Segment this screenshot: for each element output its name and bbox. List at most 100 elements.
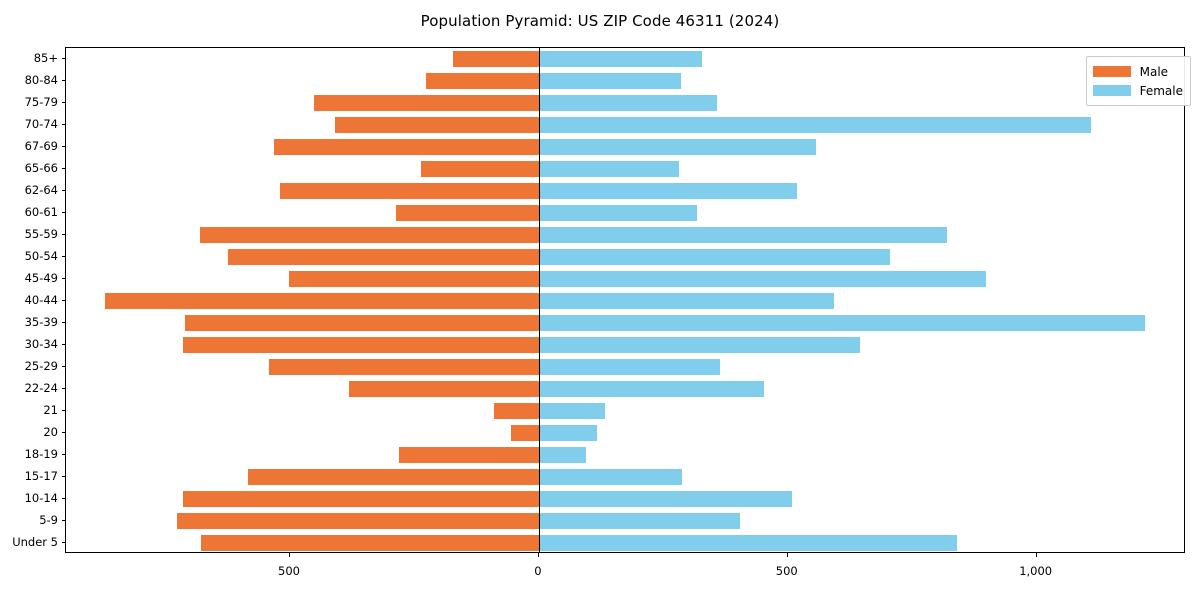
y-tick-label: 65-66 — [24, 161, 58, 175]
y-tick-label: 15-17 — [24, 469, 58, 483]
bar-male-80-84 — [425, 73, 539, 89]
y-tick-label: 80-84 — [24, 73, 58, 87]
y-tick-label: 22-24 — [24, 381, 58, 395]
x-axis-tick-labels: 500 0 500 1,000 — [0, 553, 1200, 593]
zero-axis-line — [538, 48, 540, 552]
bar-female-50-54 — [538, 249, 891, 265]
bar-female-85- — [538, 51, 703, 67]
bar-female-under-5 — [538, 535, 957, 551]
bar-male-30-34 — [182, 337, 539, 353]
bar-female-35-39 — [538, 315, 1145, 331]
y-tick-mark — [62, 124, 66, 125]
y-tick-label: 62-64 — [24, 183, 58, 197]
y-tick-mark — [62, 476, 66, 477]
bar-male-18-19 — [399, 447, 539, 463]
y-tick-mark — [62, 146, 66, 147]
legend-item-female: Female — [1092, 81, 1183, 100]
bar-male-50-54 — [227, 249, 539, 265]
bar-female-80-84 — [538, 73, 681, 89]
y-tick-mark — [62, 542, 66, 543]
bar-male-under-5 — [201, 535, 539, 551]
y-tick-label: 40-44 — [24, 293, 58, 307]
y-tick-mark — [62, 498, 66, 499]
y-tick-mark — [62, 168, 66, 169]
y-tick-label: 10-14 — [24, 491, 58, 505]
bar-male-25-29 — [268, 359, 539, 375]
bar-female-55-59 — [538, 227, 948, 243]
y-tick-mark — [62, 344, 66, 345]
y-tick-label: 55-59 — [24, 227, 58, 241]
bar-female-10-14 — [538, 491, 792, 507]
y-tick-label: 35-39 — [24, 315, 58, 329]
bar-male-60-61 — [396, 205, 539, 221]
y-tick-mark — [62, 278, 66, 279]
x-tick-label: 500 — [775, 564, 798, 578]
y-tick-mark — [62, 454, 66, 455]
y-axis-tick-labels: 85+ 80-84 75-79 70-74 67-69 65-66 62-64 60-61 55… — [0, 47, 58, 553]
y-tick-label: 25-29 — [24, 359, 58, 373]
y-tick-mark — [62, 58, 66, 59]
bar-female-30-34 — [538, 337, 860, 353]
bar-male-21 — [494, 403, 539, 419]
bar-female-25-29 — [538, 359, 721, 375]
y-tick-mark — [62, 190, 66, 191]
bar-female-20 — [538, 425, 598, 441]
y-tick-mark — [62, 432, 66, 433]
x-tick-mark — [289, 553, 290, 557]
bar-female-15-17 — [538, 469, 682, 485]
x-tick-mark — [537, 553, 539, 557]
bar-male-45-49 — [289, 271, 539, 287]
y-tick-label: 5-9 — [39, 513, 58, 527]
bar-male-35-39 — [184, 315, 539, 331]
x-tick-label: 1,000 — [1019, 564, 1053, 578]
legend-label-female: Female — [1139, 83, 1183, 98]
bar-female-65-66 — [538, 161, 679, 177]
bar-female-21 — [538, 403, 606, 419]
bar-male-20 — [510, 425, 539, 441]
bar-female-40-44 — [538, 293, 835, 309]
y-tick-mark — [62, 322, 66, 323]
bar-female-62-64 — [538, 183, 797, 199]
bar-male-15-17 — [248, 469, 539, 485]
bar-male-22-24 — [348, 381, 539, 397]
bar-female-75-79 — [538, 95, 717, 111]
y-tick-label: 75-79 — [24, 95, 58, 109]
y-tick-mark — [62, 256, 66, 257]
y-tick-mark — [62, 234, 66, 235]
y-tick-mark — [62, 80, 66, 81]
bar-female-5-9 — [538, 513, 741, 529]
y-tick-label: 67-69 — [24, 139, 58, 153]
x-tick-mark — [1035, 553, 1037, 557]
y-tick-mark — [62, 300, 66, 301]
y-tick-label: 21 — [43, 403, 58, 417]
bar-male-5-9 — [177, 513, 539, 529]
bar-female-70-74 — [538, 117, 1091, 133]
legend-label-male: Male — [1139, 64, 1169, 79]
y-tick-mark — [62, 366, 66, 367]
bar-male-75-79 — [313, 95, 539, 111]
y-tick-label: 60-61 — [24, 205, 58, 219]
plot-area — [65, 47, 1185, 553]
y-tick-mark — [62, 102, 66, 103]
bar-female-67-69 — [538, 139, 817, 155]
legend-swatch-female — [1092, 85, 1131, 96]
y-tick-label: Under 5 — [12, 535, 58, 549]
bar-male-10-14 — [182, 491, 539, 507]
legend-swatch-male — [1092, 66, 1131, 77]
x-tick-label: 0 — [534, 564, 542, 578]
y-tick-mark — [62, 410, 66, 411]
y-tick-mark — [62, 520, 66, 521]
bar-male-65-66 — [421, 161, 539, 177]
y-tick-label: 85+ — [33, 51, 58, 65]
y-tick-label: 18-19 — [24, 447, 58, 461]
chart-legend: Male Female — [1085, 56, 1191, 106]
legend-item-male: Male — [1092, 62, 1183, 81]
bar-male-40-44 — [105, 293, 539, 309]
chart-title: Population Pyramid: US ZIP Code 46311 (2… — [420, 12, 780, 30]
x-tick-mark — [786, 553, 788, 557]
y-tick-mark — [62, 212, 66, 213]
y-tick-label: 45-49 — [24, 271, 58, 285]
bar-female-45-49 — [538, 271, 986, 287]
y-tick-label: 20 — [43, 425, 58, 439]
bar-male-85- — [453, 51, 539, 67]
